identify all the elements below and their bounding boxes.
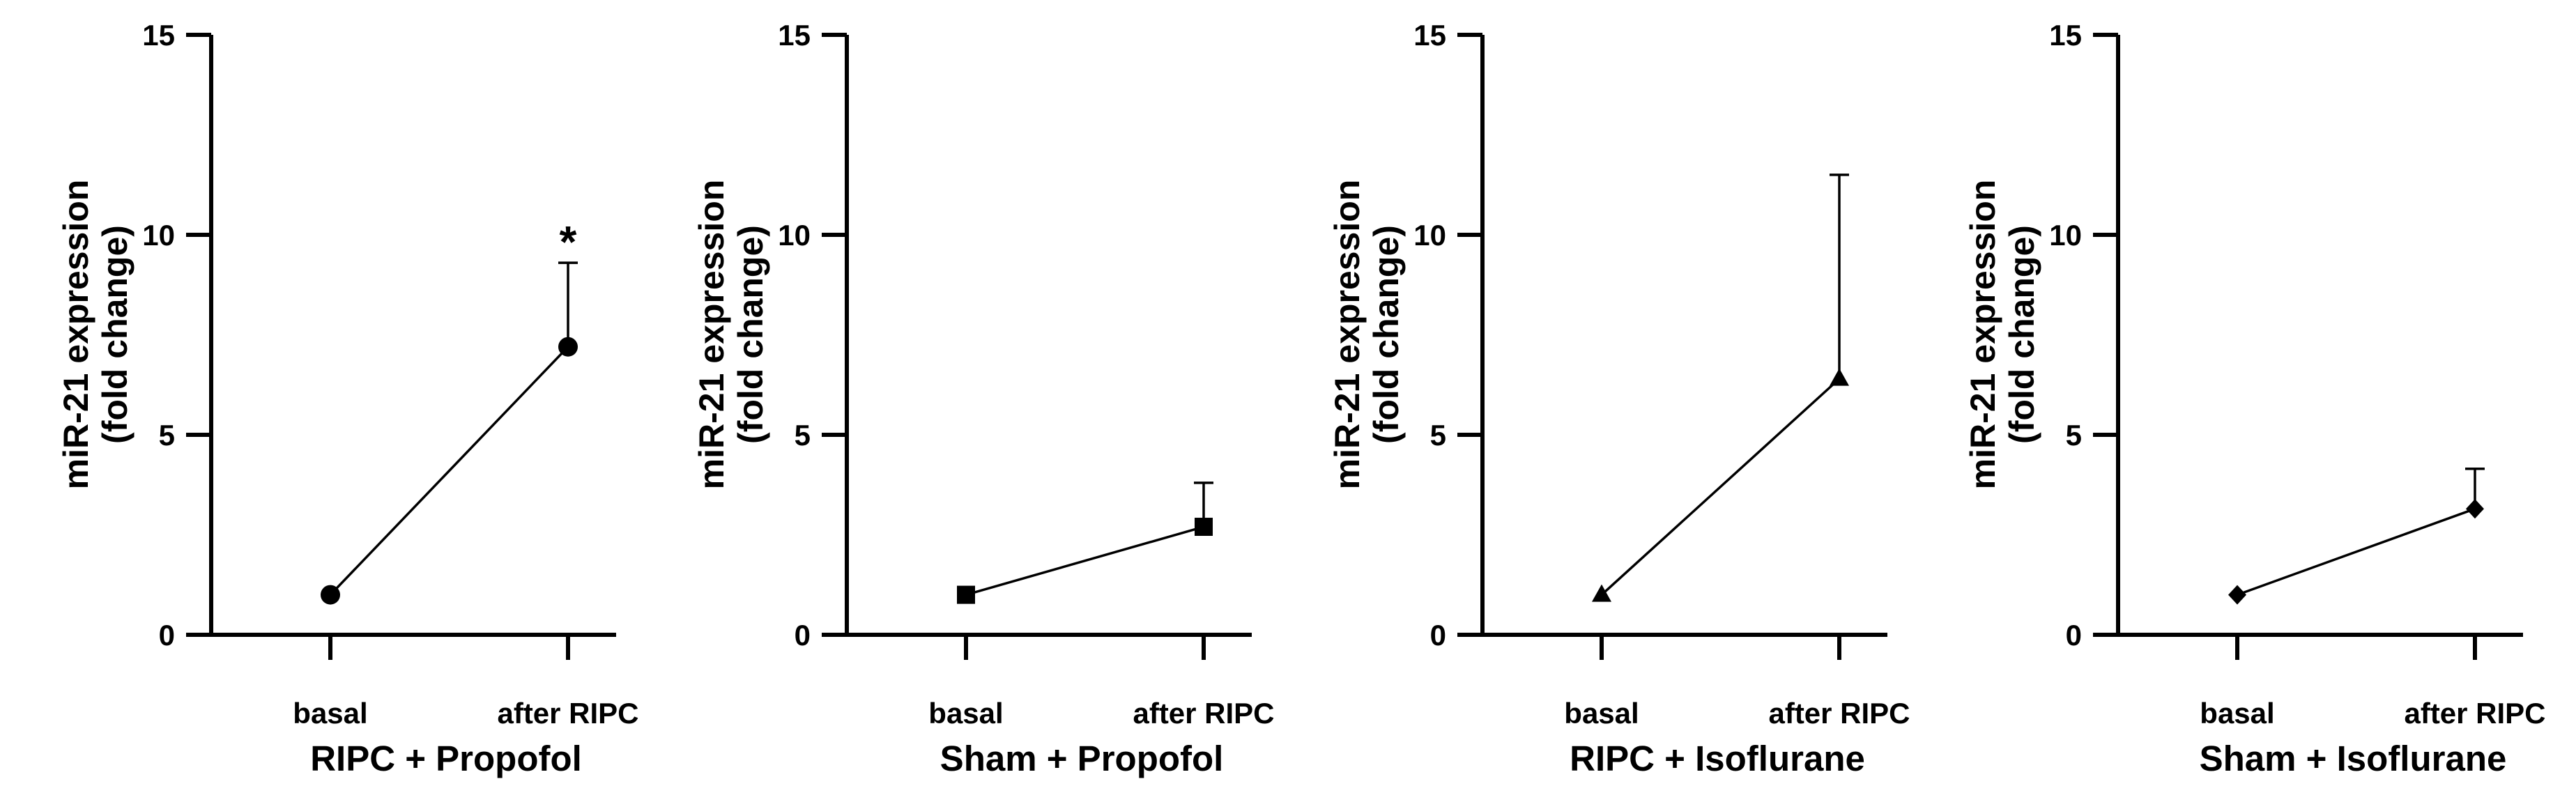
data-point: [2228, 585, 2246, 605]
chart-panel-1: 0 5 10 15 basal after RIPC miR-21 expression (f…: [56, 19, 639, 778]
series-line: [329, 346, 569, 596]
y-tick-label: 15: [142, 19, 175, 52]
y-tick-label: 10: [2049, 219, 2082, 252]
significance-annotation: *: [560, 217, 577, 267]
y-axis-label: (fold change): [2002, 225, 2041, 444]
y-axis-label: miR-21 expression: [692, 180, 731, 490]
y-tick-label: 5: [1430, 419, 1446, 452]
x-tick-label: after RIPC: [2404, 697, 2545, 730]
y-tick-label: 5: [159, 419, 175, 452]
x-axis-label: Sham + Isoflurane: [2200, 739, 2507, 778]
x-axis-label: RIPC + Propofol: [310, 739, 582, 778]
y-axis-label: miR-21 expression: [1328, 180, 1367, 490]
y-axis-label: miR-21 expression: [1963, 180, 2002, 490]
data-point: [1592, 584, 1611, 602]
x-tick-label: basal: [293, 697, 367, 730]
y-tick-label: 0: [795, 619, 811, 652]
y-axis-label: (fold change): [95, 225, 135, 444]
x-tick-label: after RIPC: [497, 697, 638, 730]
x-tick-label: basal: [2200, 697, 2274, 730]
y-axis-label: (fold change): [1367, 225, 1406, 444]
data-point: [2466, 499, 2484, 519]
y-tick-label: 15: [2049, 19, 2082, 52]
y-axis-label: (fold change): [731, 225, 770, 444]
data-point: [957, 585, 975, 604]
y-tick-label: 0: [1430, 619, 1446, 652]
y-tick-label: 15: [1413, 19, 1446, 52]
data-point: [1830, 368, 1849, 386]
y-tick-label: 15: [778, 19, 811, 52]
y-axis-label: miR-21 expression: [56, 180, 95, 490]
chart-panel-4: 0 5 10 15 basal after RIPC miR-21 expression (f…: [1963, 19, 2546, 778]
y-tick-label: 10: [778, 219, 811, 252]
chart-panel-3: 0 5 10 15 basal after RIPC miR-21 expression (f…: [1328, 19, 1910, 778]
y-tick-label: 5: [795, 419, 811, 452]
x-tick-label: after RIPC: [1768, 697, 1910, 730]
data-point: [558, 337, 578, 357]
data-point: [321, 585, 340, 605]
series-line: [965, 525, 1204, 596]
data-point: [1195, 518, 1213, 537]
series-line: [2237, 507, 2476, 596]
x-axis-label: Sham + Propofol: [940, 739, 1224, 778]
x-axis-label: RIPC + Isoflurane: [1570, 739, 1865, 778]
chart-panel-2: 0 5 10 15 basal after RIPC miR-21 expression (f…: [692, 19, 1275, 778]
x-tick-label: basal: [928, 697, 1003, 730]
y-tick-label: 10: [1413, 219, 1446, 252]
y-tick-label: 0: [159, 619, 175, 652]
x-tick-label: after RIPC: [1133, 697, 1274, 730]
y-tick-label: 5: [2066, 419, 2082, 452]
x-tick-label: basal: [1564, 697, 1639, 730]
y-tick-label: 10: [142, 219, 175, 252]
series-line: [1600, 378, 1841, 596]
y-tick-label: 0: [2066, 619, 2082, 652]
